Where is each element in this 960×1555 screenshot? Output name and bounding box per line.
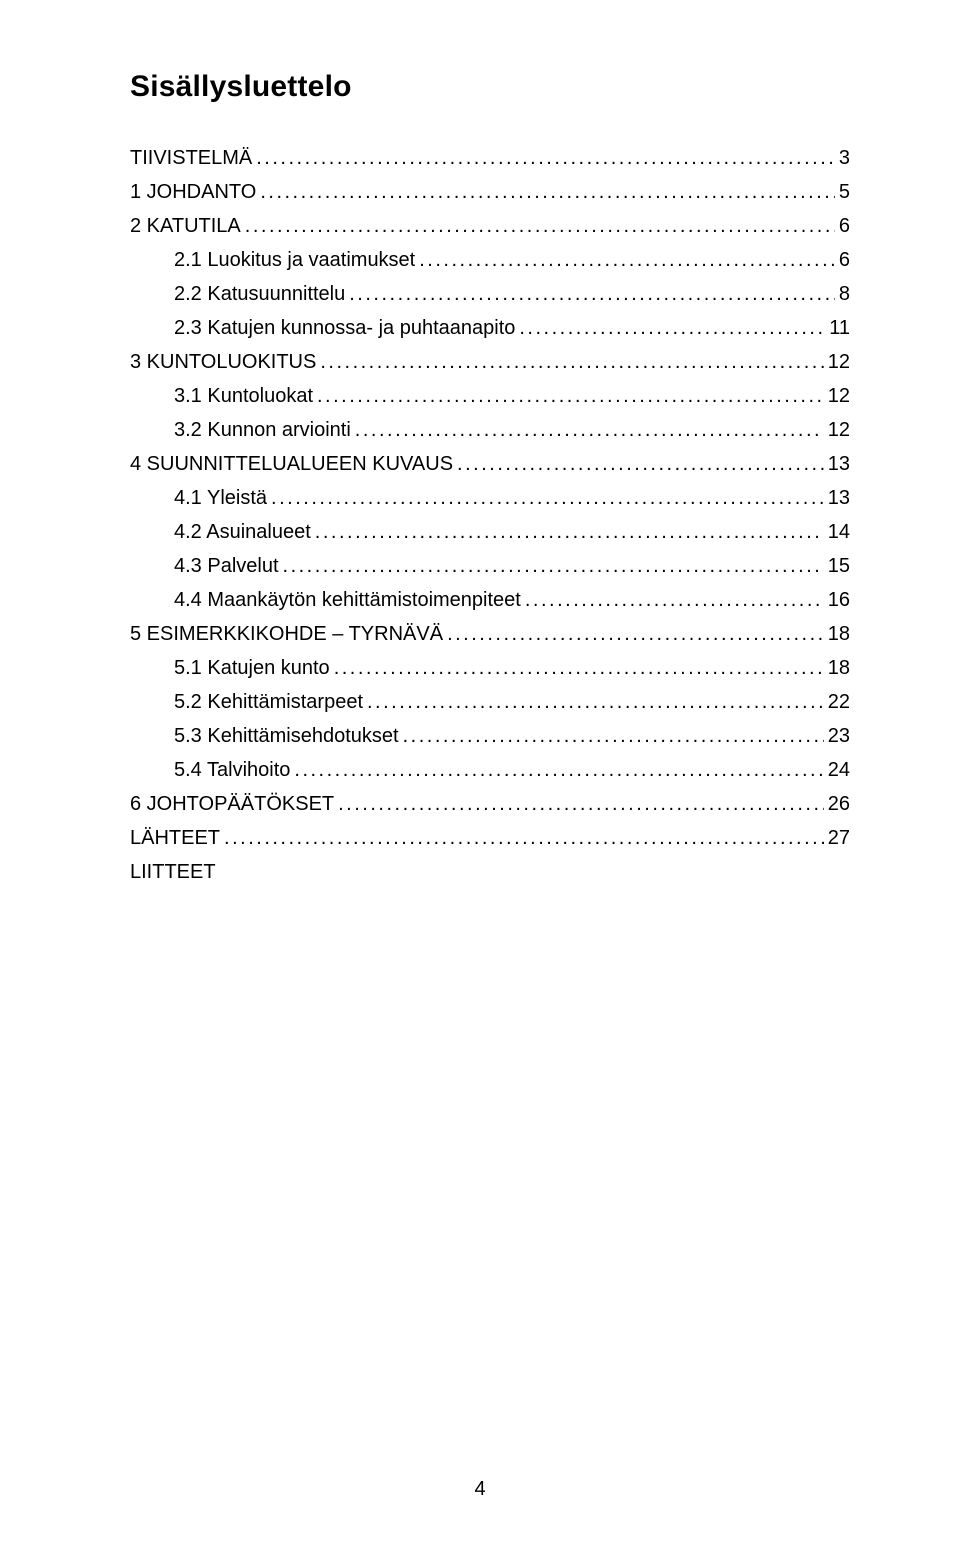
toc-row: 2.1 Luokitus ja vaatimukset 6 [130, 250, 850, 270]
toc-heading: Sisällysluettelo [130, 70, 850, 104]
toc-row: 5.4 Talvihoito 24 [130, 760, 850, 780]
toc-leader-dots [457, 454, 824, 474]
document-page: Sisällysluettelo TIIVISTELMÄ 3 1 JOHDANTO 5… [0, 0, 960, 1555]
toc-row: 2.3 Katujen kunnossa- ja puhtaanapito 11 [130, 318, 850, 338]
toc-leader-dots [519, 318, 825, 338]
toc-entry-page: 16 [828, 590, 850, 610]
toc-leader-dots [355, 420, 824, 440]
toc-row: 2.2 Katusuunnittelu 8 [130, 284, 850, 304]
toc-entry-page: 3 [839, 148, 850, 168]
toc-entry-page: 6 [839, 216, 850, 236]
toc-entry-page: 5 [839, 182, 850, 202]
toc-row: 4.2 Asuinalueet 14 [130, 522, 850, 542]
toc-row: 3.2 Kunnon arviointi 12 [130, 420, 850, 440]
toc-entry-label: 5.3 Kehittämisehdotukset [174, 726, 399, 746]
toc-row: 4 SUUNNITTELUALUEEN KUVAUS 13 [130, 454, 850, 474]
toc-leader-dots [320, 352, 823, 372]
toc-entry-page: 8 [839, 284, 850, 304]
toc-entry-label: 2.3 Katujen kunnossa- ja puhtaanapito [174, 318, 515, 338]
toc-row: LÄHTEET 27 [130, 828, 850, 848]
toc-entry-label: 3.2 Kunnon arviointi [174, 420, 351, 440]
toc-entry-page: 14 [828, 522, 850, 542]
toc-entry-page: 13 [828, 488, 850, 508]
toc-entry-page: 24 [828, 760, 850, 780]
page-number: 4 [0, 1478, 960, 1501]
toc-leader-dots [260, 182, 835, 202]
toc-leader-dots [245, 216, 835, 236]
toc-entry-label: 4.4 Maankäytön kehittämistoimenpiteet [174, 590, 521, 610]
toc-row: 3 KUNTOLUOKITUS 12 [130, 352, 850, 372]
toc-row: LIITTEET [130, 862, 850, 882]
toc-entry-label: TIIVISTELMÄ [130, 148, 252, 168]
toc-entry-label: 4.1 Yleistä [174, 488, 267, 508]
toc-row: 2 KATUTILA 6 [130, 216, 850, 236]
toc-row: 4.4 Maankäytön kehittämistoimenpiteet 16 [130, 590, 850, 610]
toc-row: 5.1 Katujen kunto 18 [130, 658, 850, 678]
toc-entry-page: 18 [828, 624, 850, 644]
toc-leader-dots [256, 148, 835, 168]
toc-entry-label: 5 ESIMERKKIKOHDE – TYRNÄVÄ [130, 624, 443, 644]
toc-entry-label: 6 JOHTOPÄÄTÖKSET [130, 794, 334, 814]
toc-leader-dots [403, 726, 824, 746]
toc-entry-page: 12 [828, 386, 850, 406]
toc-leader-dots [367, 692, 824, 712]
toc-entry-label: 5.2 Kehittämistarpeet [174, 692, 363, 712]
toc-entry-label: 3 KUNTOLUOKITUS [130, 352, 316, 372]
toc-leader-dots [317, 386, 824, 406]
toc-entry-label: 2 KATUTILA [130, 216, 241, 236]
toc-entry-label: 4 SUUNNITTELUALUEEN KUVAUS [130, 454, 453, 474]
toc-entry-page: 26 [828, 794, 850, 814]
toc-entry-page: 12 [828, 352, 850, 372]
toc-entry-page: 22 [828, 692, 850, 712]
toc-leader-dots [294, 760, 823, 780]
toc-leader-dots [271, 488, 824, 508]
toc-entry-page: 13 [828, 454, 850, 474]
toc-row: 4.1 Yleistä 13 [130, 488, 850, 508]
toc-entry-label: 2.2 Katusuunnittelu [174, 284, 345, 304]
toc-entry-page: 15 [828, 556, 850, 576]
toc-row: 5 ESIMERKKIKOHDE – TYRNÄVÄ 18 [130, 624, 850, 644]
toc-leader-dots [338, 794, 824, 814]
toc-entry-label: 4.3 Palvelut [174, 556, 279, 576]
toc-row: 5.2 Kehittämistarpeet 22 [130, 692, 850, 712]
toc-leader-dots [224, 828, 824, 848]
toc-row: 5.3 Kehittämisehdotukset 23 [130, 726, 850, 746]
toc-leader-dots [419, 250, 835, 270]
toc-entry-label: 3.1 Kuntoluokat [174, 386, 313, 406]
toc-entry-label: 2.1 Luokitus ja vaatimukset [174, 250, 415, 270]
toc-entry-label: 1 JOHDANTO [130, 182, 256, 202]
toc-leader-dots [525, 590, 824, 610]
toc-leader-dots [334, 658, 824, 678]
toc-row: TIIVISTELMÄ 3 [130, 148, 850, 168]
toc-leader-dots [447, 624, 824, 644]
toc-row: 4.3 Palvelut 15 [130, 556, 850, 576]
toc-entry-label: LIITTEET [130, 862, 216, 882]
toc-entry-label: 5.4 Talvihoito [174, 760, 290, 780]
toc-entry-page: 11 [829, 318, 850, 338]
toc-entry-page: 27 [828, 828, 850, 848]
toc-leader-dots [283, 556, 824, 576]
toc-row: 6 JOHTOPÄÄTÖKSET 26 [130, 794, 850, 814]
toc-entry-label: 5.1 Katujen kunto [174, 658, 330, 678]
toc-entry-page: 23 [828, 726, 850, 746]
toc-entry-page: 6 [839, 250, 850, 270]
toc-entry-page: 12 [828, 420, 850, 440]
toc-list: TIIVISTELMÄ31 JOHDANTO52 KATUTILA62.1 Lu… [130, 148, 850, 882]
toc-row: 3.1 Kuntoluokat 12 [130, 386, 850, 406]
toc-leader-dots [315, 522, 824, 542]
toc-entry-label: 4.2 Asuinalueet [174, 522, 311, 542]
toc-entry-page: 18 [828, 658, 850, 678]
toc-entry-label: LÄHTEET [130, 828, 220, 848]
toc-row: 1 JOHDANTO 5 [130, 182, 850, 202]
toc-leader-dots [349, 284, 835, 304]
